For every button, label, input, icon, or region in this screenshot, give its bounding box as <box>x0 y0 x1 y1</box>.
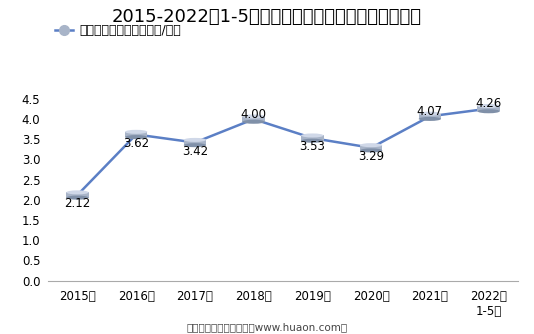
Ellipse shape <box>66 190 89 194</box>
FancyBboxPatch shape <box>66 192 89 198</box>
Ellipse shape <box>301 139 324 143</box>
Text: 4.26: 4.26 <box>475 97 502 110</box>
Text: 制图：华经产业研究院（www.huaon.com）: 制图：华经产业研究院（www.huaon.com） <box>186 322 348 332</box>
Ellipse shape <box>477 104 500 108</box>
Text: 2.12: 2.12 <box>64 197 91 210</box>
Ellipse shape <box>66 196 89 200</box>
Ellipse shape <box>360 148 382 152</box>
Ellipse shape <box>419 112 441 116</box>
Text: 3.42: 3.42 <box>182 145 208 158</box>
FancyBboxPatch shape <box>301 136 324 141</box>
Ellipse shape <box>360 143 382 147</box>
Ellipse shape <box>184 143 206 147</box>
Ellipse shape <box>419 117 441 121</box>
FancyBboxPatch shape <box>360 145 382 150</box>
FancyBboxPatch shape <box>419 114 441 119</box>
Ellipse shape <box>301 134 324 138</box>
Ellipse shape <box>242 120 265 124</box>
FancyBboxPatch shape <box>125 132 147 137</box>
Ellipse shape <box>184 138 206 142</box>
Text: 4.07: 4.07 <box>417 105 443 118</box>
Ellipse shape <box>477 109 500 113</box>
Ellipse shape <box>125 135 147 139</box>
FancyBboxPatch shape <box>242 117 265 122</box>
Ellipse shape <box>125 130 147 134</box>
Text: 3.29: 3.29 <box>358 150 384 163</box>
FancyBboxPatch shape <box>477 106 500 111</box>
Ellipse shape <box>242 115 265 119</box>
FancyBboxPatch shape <box>184 140 206 145</box>
Text: 3.53: 3.53 <box>300 141 325 154</box>
Text: 4.00: 4.00 <box>241 108 266 121</box>
Text: 3.62: 3.62 <box>123 137 149 150</box>
Legend: 锰硅期货成交均价（万元/手）: 锰硅期货成交均价（万元/手） <box>50 19 186 42</box>
Text: 2015-2022年1-5月郑州商品交易所锰硅期货成交均价: 2015-2022年1-5月郑州商品交易所锰硅期货成交均价 <box>112 8 422 26</box>
